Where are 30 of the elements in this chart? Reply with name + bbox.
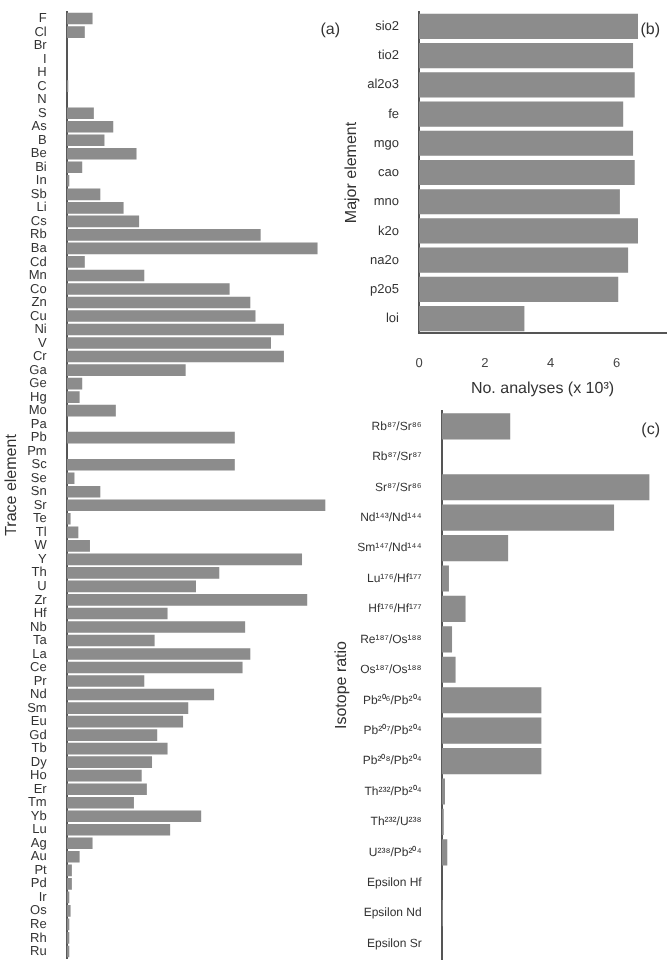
- bar: [419, 189, 620, 215]
- y-axis-title: Major element: [342, 120, 361, 224]
- bar: [419, 218, 639, 244]
- y-axis-title: Isotope ratio: [332, 639, 351, 730]
- bar: [441, 656, 456, 683]
- bar: [419, 159, 635, 186]
- bar: [419, 276, 619, 302]
- annotation: (c): [641, 419, 661, 438]
- bar: [441, 504, 615, 531]
- bar: [419, 72, 635, 98]
- bar: [441, 717, 542, 744]
- bar: [441, 535, 509, 562]
- bar: [419, 130, 634, 156]
- bar: [441, 413, 511, 440]
- annotation: (a): [320, 20, 341, 39]
- bar: [419, 306, 525, 332]
- bar: [441, 747, 542, 775]
- bar: [419, 247, 629, 273]
- bar: [441, 626, 453, 653]
- bar: [441, 565, 449, 592]
- annotation: (b): [640, 20, 661, 39]
- bar: [66, 431, 235, 444]
- bar: [441, 687, 542, 714]
- bar: [419, 13, 639, 39]
- bar: [419, 101, 624, 127]
- bar: [441, 595, 466, 623]
- bar: [419, 43, 634, 69]
- x-axis-title: No. analyses (x 10³): [470, 378, 615, 397]
- y-axis-title: Trace element: [2, 432, 21, 536]
- bar: [441, 474, 650, 501]
